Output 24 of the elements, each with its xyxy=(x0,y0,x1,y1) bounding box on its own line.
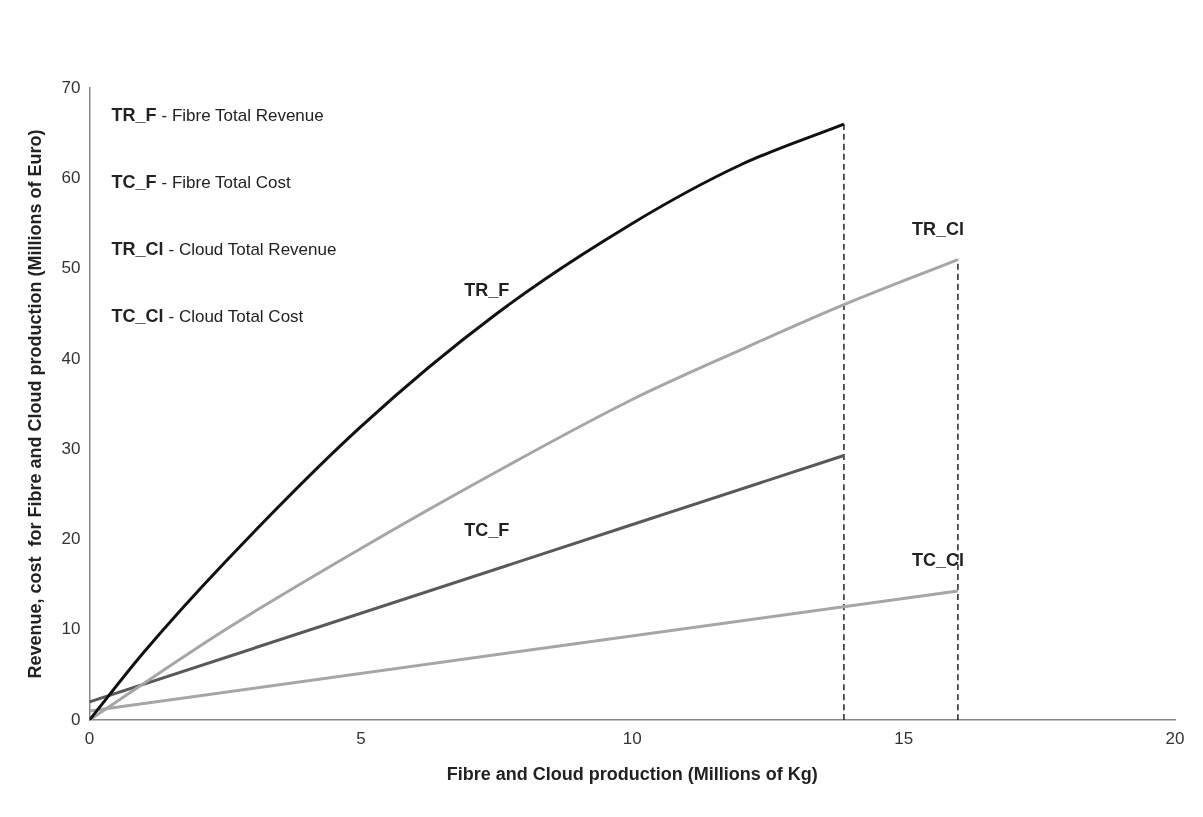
y-tick-label: 0 xyxy=(71,709,81,729)
series-label: TC_Cl xyxy=(911,549,964,570)
y-tick-label: 40 xyxy=(61,348,81,368)
annotation: TC_F - Fibre Total Cost xyxy=(111,171,291,192)
line-series xyxy=(89,122,846,720)
x-tick-label: 10 xyxy=(622,728,642,748)
x-axis-title: Fibre and Cloud production (Millions of Kg) xyxy=(446,764,818,785)
series-label: TR_F xyxy=(464,279,510,300)
x-tick-label: 5 xyxy=(356,728,366,748)
x-tick-label: 15 xyxy=(894,728,914,748)
y-tick-label: 70 xyxy=(61,77,81,97)
y-axis-title: Revenue, cost for Fibre and Cloud production (Millions of Euro) xyxy=(24,129,45,679)
annotation: TC_Cl - Cloud Total Cost xyxy=(111,305,304,326)
y-tick-label: 10 xyxy=(61,619,81,639)
x-tick-label: 20 xyxy=(1165,728,1185,748)
x-tick-label: 0 xyxy=(84,728,95,748)
series-label: TC_F xyxy=(464,519,510,540)
y-tick-label: 50 xyxy=(61,258,81,278)
annotation: TR_Cl - Cloud Total Revenue xyxy=(111,238,337,259)
series-label: TR_Cl xyxy=(911,218,964,239)
y-tick-label: 20 xyxy=(61,529,81,549)
y-tick-label: 30 xyxy=(61,438,81,458)
annotation: TR_F - Fibre Total Revenue xyxy=(111,104,324,125)
y-tick-label: 60 xyxy=(61,167,81,187)
